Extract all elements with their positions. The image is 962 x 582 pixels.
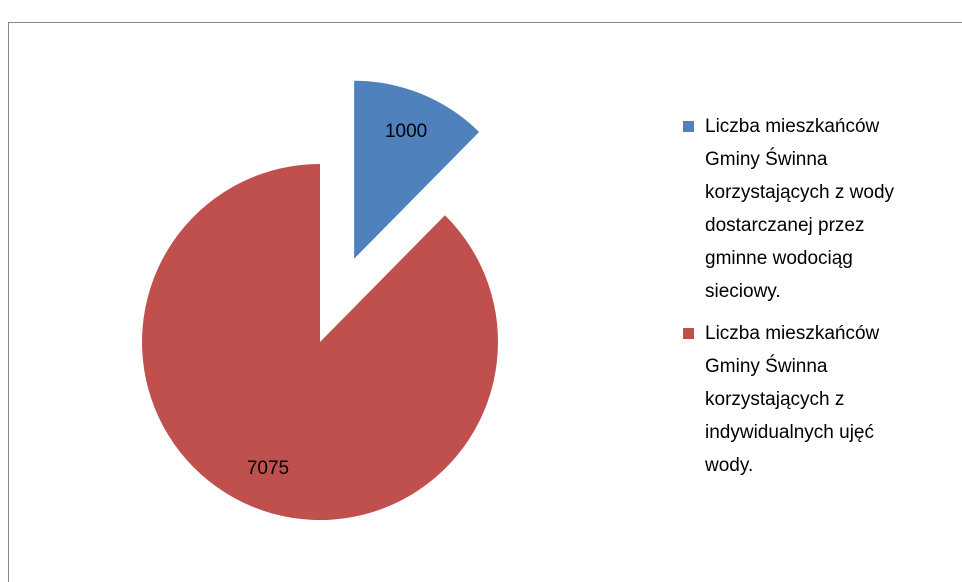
data-label: 7075 xyxy=(247,458,289,479)
legend-entry: Liczba mieszkańców Gminy Świnna korzysta… xyxy=(683,110,923,308)
pie-slice xyxy=(142,164,499,520)
legend-swatch xyxy=(683,328,694,339)
pie-slice xyxy=(354,80,480,259)
legend-swatch xyxy=(683,121,694,132)
legend-entry: Liczba mieszkańców Gminy Świnna korzysta… xyxy=(683,317,923,482)
legend-label: Liczba mieszkańców Gminy Świnna korzysta… xyxy=(705,323,880,476)
legend-label: Liczba mieszkańców Gminy Świnna korzysta… xyxy=(705,116,895,302)
data-label: 1000 xyxy=(385,121,427,142)
frame xyxy=(8,22,962,582)
